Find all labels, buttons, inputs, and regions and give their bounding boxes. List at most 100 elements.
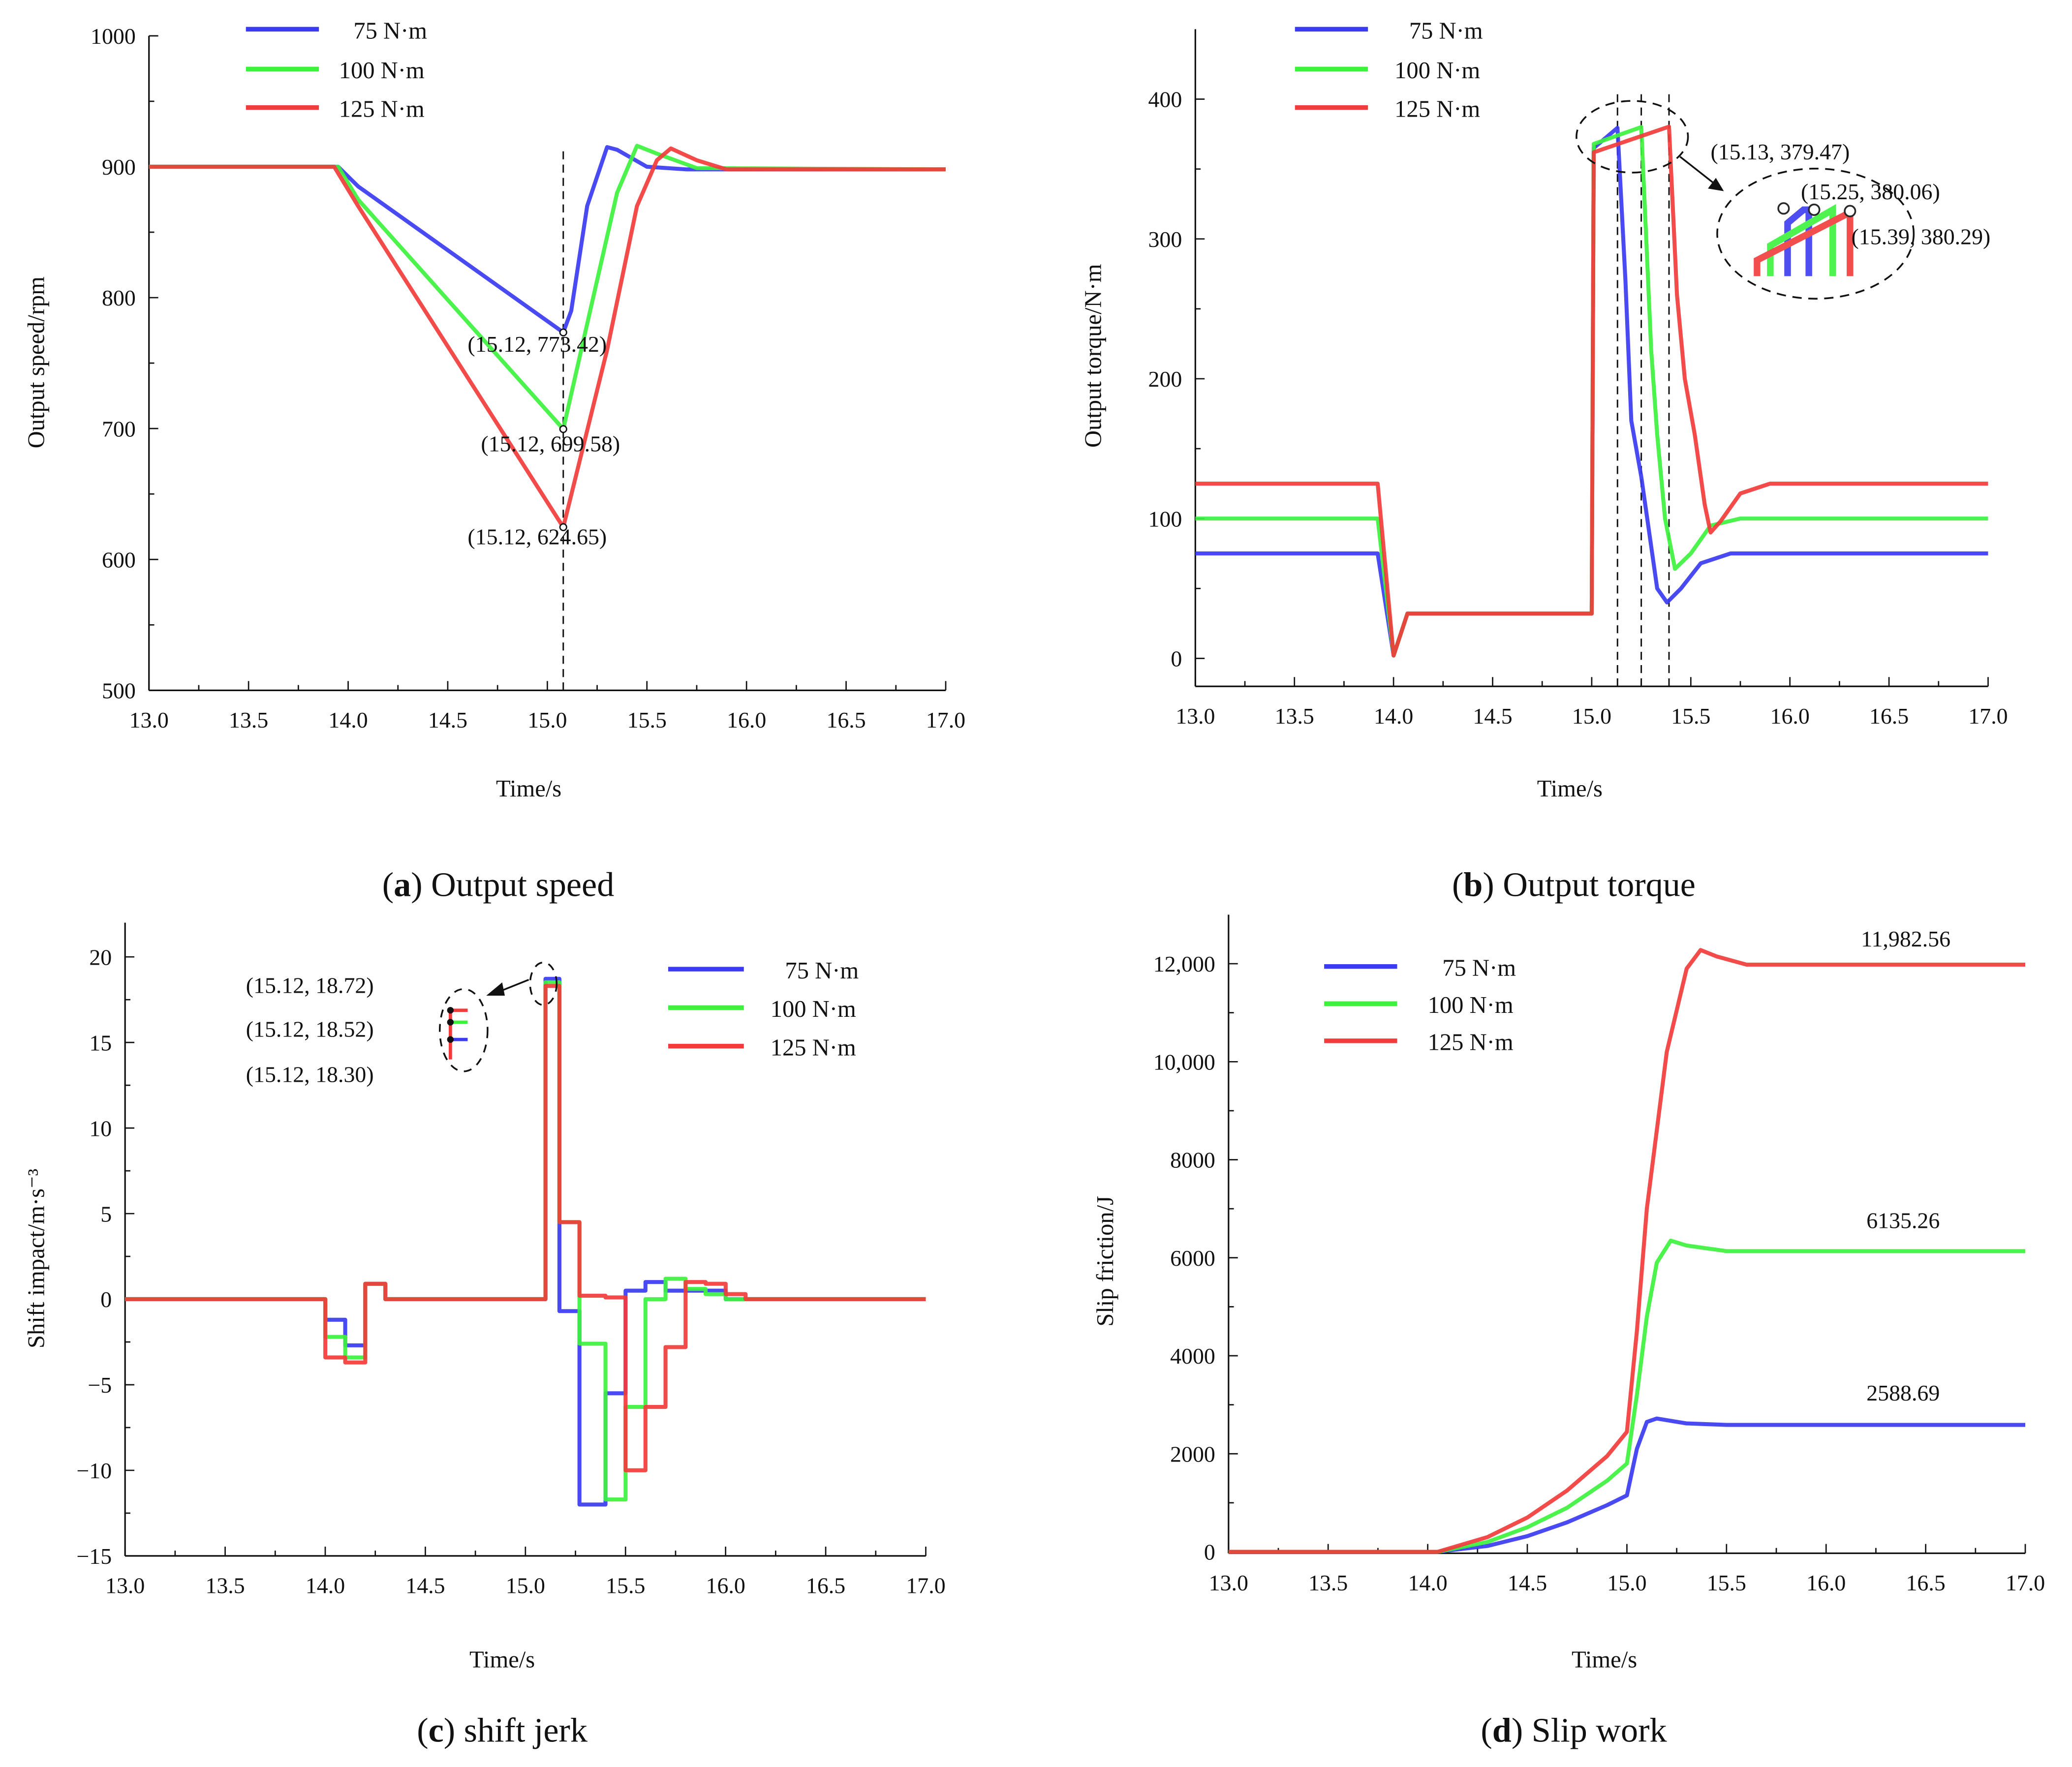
data-marker (559, 523, 567, 531)
x-tick-label: 16.0 (727, 707, 766, 732)
x-axis-label: Time/s (1537, 775, 1603, 802)
data-marker (559, 328, 567, 336)
panel-output-torque: 13.0 13.5 14.0 14.5 15.0 15.5 16.0 16.5 17.0 0 100… (1080, 17, 2008, 904)
y-tick-label: 0 (1204, 1540, 1215, 1565)
annotation: (15.12, 18.72) (246, 973, 374, 998)
x-tick-label: 13.0 (129, 707, 169, 732)
series-line-100 (1228, 1238, 2026, 1554)
legend-label-125: 125 N·m (1394, 95, 1480, 122)
legend-label-125: 125 N·m (771, 1034, 856, 1061)
annotation: 6135.26 (1866, 1208, 1940, 1233)
series-line-100 (125, 980, 926, 1502)
highlight-ellipse (529, 961, 558, 1006)
panel-output-speed: 13.0 13.5 14.0 14.5 15.0 15.5 16.0 16.5 17.0 500 6… (23, 17, 966, 904)
legend-label-125: 125 N·m (339, 95, 425, 122)
x-tick-label: 16.5 (1906, 1570, 1946, 1595)
legend-label-75: 75 N·m (353, 17, 427, 44)
x-tick-label: 15.5 (606, 1573, 645, 1598)
legend: 75 N·m 100 N·m 125 N·m (1295, 17, 1483, 122)
zoom-inset (447, 1006, 468, 1060)
x-tick-label: 14.0 (1374, 703, 1413, 729)
x-tick-label: 14.0 (1408, 1570, 1447, 1595)
panel-shift-jerk: 13.0 13.5 14.0 14.5 15.0 15.5 16.0 16.5 17.0 −15 −… (23, 922, 946, 1750)
annotation: (15.39, 380.29) (1852, 224, 1991, 249)
x-tick-label: 15.5 (1707, 1570, 1746, 1595)
x-tick-label: 13.5 (229, 707, 268, 732)
marker (447, 1006, 454, 1014)
arrow (501, 979, 529, 991)
annotation: (15.12, 699.58) (481, 431, 620, 457)
annotation: (15.25, 380.06) (1801, 179, 1940, 204)
annotation: 2588.69 (1866, 1380, 1940, 1405)
series-line-100 (149, 144, 946, 431)
legend-label-75: 75 N·m (785, 957, 859, 984)
caption-text: shift jerk (455, 1711, 588, 1750)
series-line-75 (125, 976, 926, 1507)
x-axis-label: Time/s (496, 775, 561, 802)
y-tick-label: 600 (102, 547, 136, 572)
highlight-ellipse (1576, 100, 1689, 174)
arrow-head-icon (1708, 178, 1724, 191)
y-tick-label: 0 (1171, 646, 1182, 671)
x-tick-label: 14.5 (1473, 703, 1512, 729)
caption-text: Output torque (1494, 866, 1696, 904)
x-tick-label: 17.0 (1968, 703, 2008, 729)
y-tick-label: 700 (102, 416, 136, 441)
inset-line-100 (1767, 204, 1836, 276)
series-line-75 (1228, 1416, 2026, 1554)
x-axis-label: Time/s (469, 1646, 535, 1673)
annotation: (15.12, 18.30) (246, 1062, 374, 1087)
y-tick-label: 500 (102, 678, 136, 703)
legend: 75 N·m 100 N·m 125 N·m (1324, 955, 1516, 1056)
arrow (1679, 156, 1718, 187)
series-line-125 (1195, 124, 1988, 658)
y-tick-label: 4000 (1170, 1343, 1215, 1369)
y-tick-label: 900 (102, 154, 136, 180)
caption-letter: b (1463, 866, 1483, 904)
marker (447, 1036, 454, 1043)
legend-label-125: 125 N·m (1428, 1029, 1514, 1056)
y-axis-label: Shift impact/m·s⁻³ (23, 1169, 50, 1348)
series-line-125 (1228, 948, 2026, 1554)
x-tick-label: 15.0 (506, 1573, 545, 1598)
series-line-75 (149, 145, 946, 335)
y-tick-label: 5 (100, 1201, 112, 1226)
x-tick-label: 14.0 (306, 1573, 345, 1598)
x-tick-label: 13.0 (1209, 1570, 1248, 1595)
caption-letter: d (1492, 1711, 1512, 1750)
y-tick-label: −10 (76, 1458, 112, 1483)
x-tick-label: 14.5 (405, 1573, 445, 1598)
y-tick-label: −15 (76, 1544, 112, 1569)
y-tick-label: 15 (89, 1030, 112, 1055)
series-line-125 (125, 984, 926, 1472)
plot-area: 13.0 13.5 14.0 14.5 15.0 15.5 16.0 16.5 17.0 0 200… (1153, 914, 2045, 1595)
annotation: 11,982.56 (1861, 926, 1950, 951)
y-axis-label: Output speed/rpm (23, 276, 50, 449)
legend: 75 N·m 100 N·m 125 N·m (668, 957, 859, 1061)
legend-label-75: 75 N·m (1409, 17, 1483, 44)
x-tick-label: 13.0 (1175, 703, 1215, 729)
y-tick-label: −5 (88, 1372, 112, 1398)
arrow-head-icon (486, 982, 505, 996)
y-tick-label: 200 (1148, 366, 1182, 392)
legend-label-75: 75 N·m (1442, 955, 1516, 981)
legend: 75 N·m 100 N·m 125 N·m (246, 17, 427, 122)
annotation: (15.12, 18.52) (246, 1017, 374, 1042)
legend-label-100: 100 N·m (771, 996, 856, 1022)
x-tick-label: 15.0 (1607, 1570, 1646, 1595)
legend-label-100: 100 N·m (339, 57, 425, 84)
y-tick-label: 10 (89, 1116, 112, 1141)
x-tick-label: 13.0 (105, 1573, 145, 1598)
x-tick-label: 17.0 (2006, 1570, 2045, 1595)
y-tick-label: 8000 (1170, 1148, 1215, 1173)
plot-area: 13.0 13.5 14.0 14.5 15.0 15.5 16.0 16.5 17.0 0 100… (1148, 29, 2008, 729)
caption: (c) shift jerk (417, 1711, 588, 1750)
x-tick-label: 14.5 (428, 707, 467, 732)
caption-letter: c (429, 1711, 444, 1750)
data-marker (559, 425, 567, 433)
y-tick-label: 12,000 (1153, 951, 1215, 976)
y-tick-label: 2000 (1170, 1441, 1215, 1466)
x-tick-label: 15.0 (1572, 703, 1611, 729)
inset-line-125 (1754, 207, 1854, 276)
legend-label-100: 100 N·m (1428, 992, 1514, 1018)
